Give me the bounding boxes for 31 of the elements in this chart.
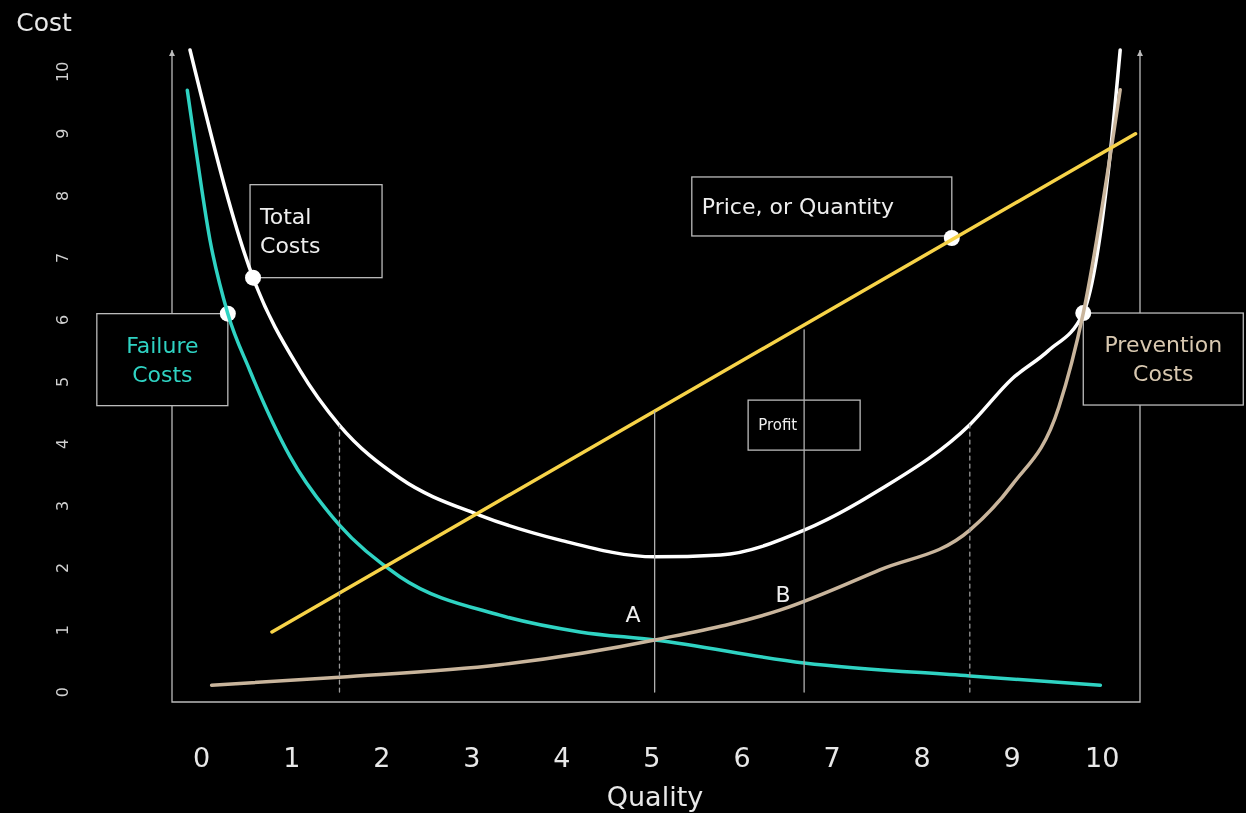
- annotation: Price, or Quantity: [701, 193, 895, 219]
- y-tick-label: 10: [52, 61, 72, 82]
- x-tick-label: 5: [643, 742, 661, 773]
- x-tick-label: 10: [1085, 742, 1120, 773]
- y-tick-label: 6: [52, 314, 72, 325]
- x-tick-label: 6: [733, 742, 751, 773]
- x-tick-label: 9: [1003, 742, 1021, 773]
- y-tick-label: 5: [52, 376, 72, 387]
- y-tick-label: 9: [52, 128, 72, 139]
- annotation: B: [775, 581, 791, 607]
- x-tick-label: 2: [373, 742, 391, 773]
- x-tick-label: 7: [823, 742, 841, 773]
- x-axis-title: Quality: [606, 781, 704, 812]
- y-tick-label: 2: [52, 562, 72, 574]
- y-tick-label: 8: [52, 190, 72, 201]
- x-tick-label: 8: [913, 742, 931, 773]
- annotation: Profit: [758, 416, 798, 435]
- x-tick-label: 0: [193, 742, 211, 773]
- x-tick-label: 1: [283, 742, 301, 773]
- annotation: A: [625, 601, 641, 627]
- y-tick-label: 7: [52, 252, 72, 263]
- x-tick-label: 4: [553, 742, 571, 773]
- x-tick-label: 3: [463, 742, 481, 773]
- annotation: Failure Costs: [126, 332, 199, 387]
- annotation: Total Costs: [259, 204, 321, 259]
- y-tick-label: 0: [52, 686, 72, 698]
- y-axis-title: Cost: [16, 8, 72, 37]
- annotation: Prevention Costs: [1104, 332, 1223, 387]
- y-tick-label: 4: [52, 438, 72, 450]
- y-tick-label: 1: [52, 624, 72, 636]
- y-tick-label: 3: [52, 500, 72, 512]
